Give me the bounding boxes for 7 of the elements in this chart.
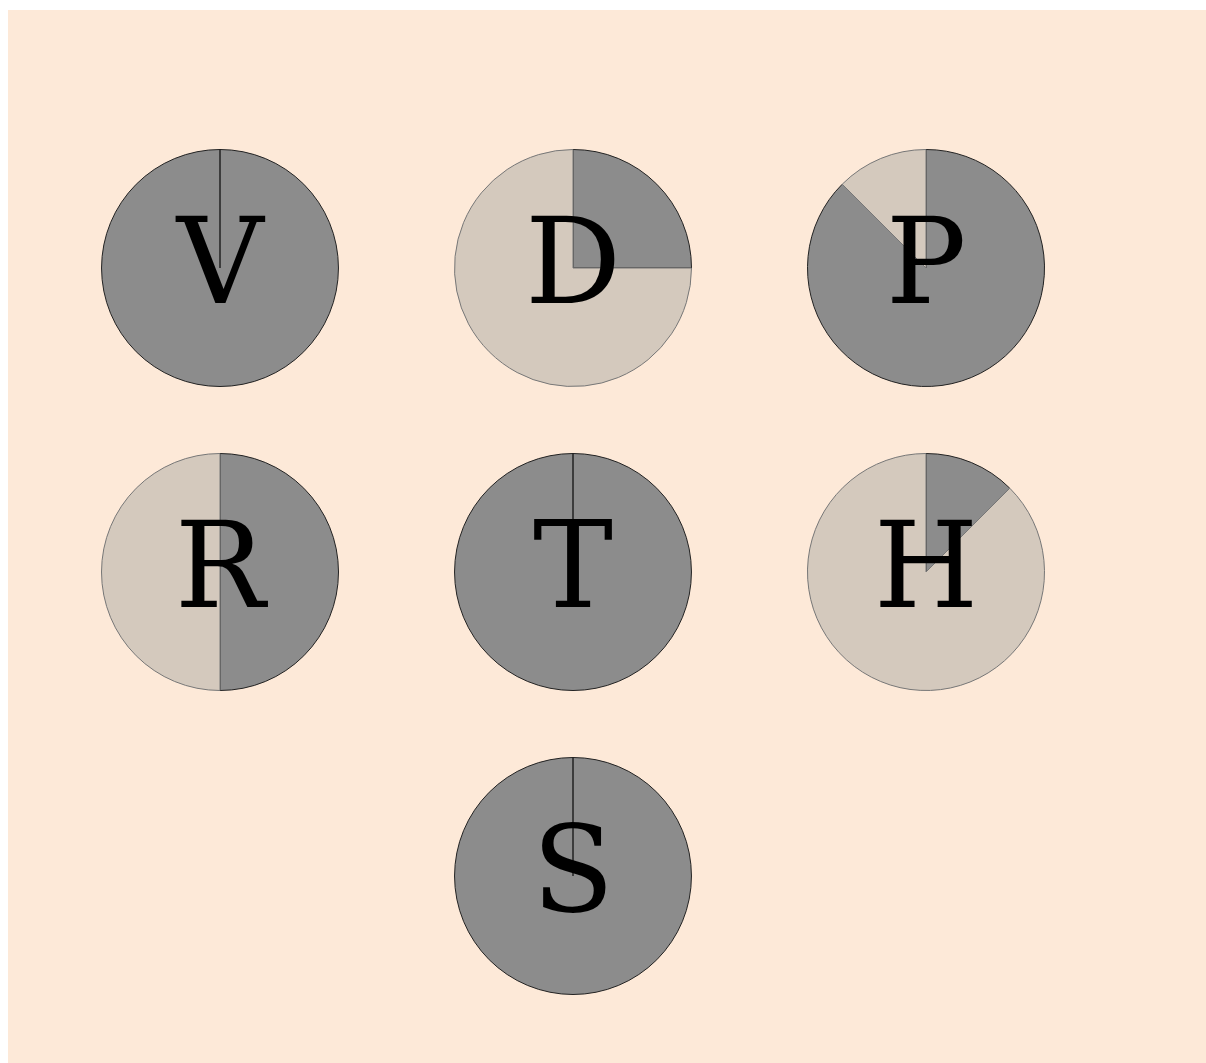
chart-title: S	[531, 800, 614, 940]
chart-title: P	[885, 192, 966, 332]
chart-title: T	[532, 496, 613, 636]
chart-title: D	[524, 192, 621, 332]
chart-title: H	[873, 496, 978, 636]
chart-title: R	[174, 496, 269, 636]
chart-title: V	[174, 192, 266, 332]
